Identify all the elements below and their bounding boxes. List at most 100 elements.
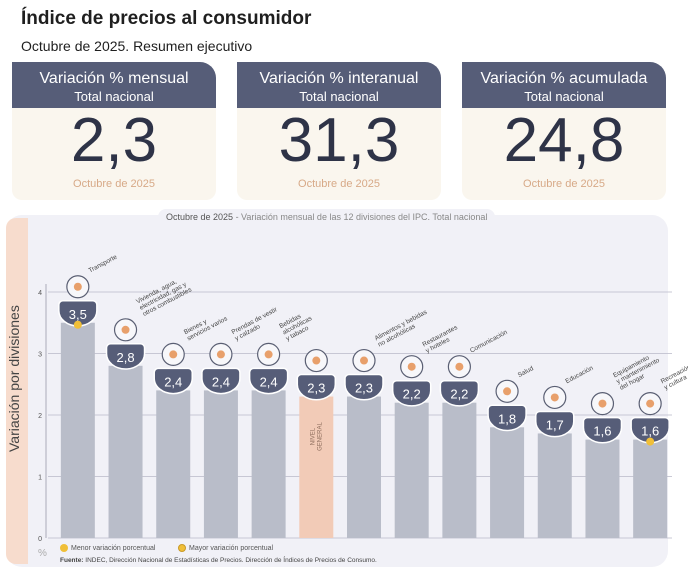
data-label: 2,2 — [450, 387, 468, 402]
category-label: Bebidasalcohólicasy tabaco — [278, 309, 317, 343]
page-subtitle: Octubre de 2025. Resumen ejecutivo — [21, 38, 253, 54]
y-axis-band — [6, 218, 28, 564]
bar-2 — [156, 390, 191, 538]
source-label: Fuente: — [60, 557, 84, 564]
card-interannual: Variación % interanual Total nacional 31… — [237, 62, 441, 200]
category-label: Prendas de vestiry calzado — [231, 306, 283, 342]
legend-dot-ring-icon — [178, 544, 186, 552]
category-label-line: Educación — [564, 365, 594, 386]
bar-6 — [347, 396, 381, 538]
source-text: INDEC, Dirección Nacional de Estadística… — [83, 557, 377, 564]
data-label: 2,3 — [307, 381, 325, 396]
value-badge — [487, 404, 527, 432]
basket-icon-accent — [312, 356, 321, 365]
chart-title: Octubre de 2025 - Variación mensual de l… — [158, 209, 496, 225]
value-badge — [105, 343, 146, 370]
card-body: 31,3 Octubre de 2025 — [237, 108, 441, 200]
value-badge — [153, 367, 193, 395]
card-subtitle: Total nacional — [299, 89, 379, 104]
extreme-dot — [646, 437, 655, 446]
category-label: Bienes yservicios varios — [183, 309, 229, 343]
category-label-line: Salud — [517, 365, 535, 379]
bar-9 — [490, 427, 525, 538]
card-title: Variación % acumulada — [480, 70, 648, 87]
card-header: Variación % mensual Total nacional — [12, 62, 216, 108]
legend-dot-icon — [60, 544, 68, 552]
y-tick-label: 2 — [38, 413, 42, 420]
category-label: Recreacióny cultura — [660, 364, 688, 392]
data-label: 1,6 — [593, 424, 611, 439]
source-note: Fuente: INDEC, Dirección Nacional de Est… — [60, 557, 377, 564]
chart-title-date: Octubre de 2025 — [166, 212, 234, 222]
phone-icon-accent — [455, 362, 464, 371]
data-label: 2,4 — [212, 374, 230, 389]
category-label: Restaurantesy hoteles — [421, 324, 462, 355]
card-header: Variación % acumulada Total nacional — [462, 62, 666, 108]
category-label: Vivienda, agua,electricidad, gas yotros … — [135, 274, 193, 318]
tshirt-icon-accent — [216, 350, 225, 359]
y-tick-label: 1 — [38, 475, 42, 482]
extreme-dot — [73, 320, 82, 329]
card-body: 2,3 Octubre de 2025 — [12, 108, 216, 200]
category-label-line: Comunicación — [469, 329, 509, 355]
card-date: Octubre de 2025 — [298, 178, 380, 190]
bar-3 — [203, 390, 238, 538]
card-header: Variación % interanual Total nacional — [237, 62, 441, 108]
value-badge — [344, 373, 384, 401]
value-badge — [582, 416, 623, 444]
category-label: NIVELGENERAL — [310, 422, 323, 451]
data-label: 3,5 — [69, 307, 87, 322]
bar-4 — [251, 390, 286, 538]
bar-0 — [60, 322, 95, 538]
card-title: Variación % interanual — [259, 70, 419, 87]
card-subtitle: Total nacional — [74, 89, 154, 104]
bar-10 — [537, 433, 572, 538]
bar-1 — [108, 365, 143, 538]
data-label: 2,4 — [164, 374, 182, 389]
legend-max-label: Mayor variación porcentual — [189, 544, 274, 552]
data-label: 2,4 — [260, 374, 278, 389]
bar-5 — [299, 396, 334, 538]
category-label: Transporte — [87, 254, 118, 275]
bar-8 — [442, 402, 477, 538]
appliance-icon-accent — [598, 399, 607, 408]
car-icon-accent — [73, 282, 82, 291]
card-date: Octubre de 2025 — [523, 178, 605, 190]
card-value: 2,3 — [70, 106, 158, 175]
value-badge — [201, 367, 241, 395]
page-title: Índice de precios al consumidor — [21, 8, 312, 29]
cutlery-icon-accent — [407, 362, 416, 371]
category-label-line: Transporte — [87, 254, 118, 275]
category-label: Salud — [517, 365, 535, 379]
card-accumulated: Variación % acumulada Total nacional 24,… — [462, 62, 666, 200]
category-label: Educación — [564, 365, 594, 386]
card-value: 31,3 — [278, 106, 400, 175]
card-subtitle: Total nacional — [524, 89, 604, 104]
value-badge — [248, 367, 289, 395]
y-tick-label: 3 — [38, 352, 42, 359]
legend-max: Mayor variación porcentual — [178, 544, 273, 552]
data-label: 2,8 — [116, 350, 134, 365]
value-badge — [391, 379, 432, 407]
scissors-icon-accent — [169, 350, 178, 359]
category-label: Comunicación — [469, 329, 509, 355]
first-aid-icon-accent — [503, 387, 512, 396]
card-body: 24,8 Octubre de 2025 — [462, 108, 666, 200]
category-label: Equipamientoy mantenimientodel hogar — [612, 351, 664, 392]
book-icon-accent — [550, 393, 559, 402]
card-value: 24,8 — [503, 106, 625, 175]
bar-12 — [633, 439, 668, 538]
bar-7 — [394, 402, 429, 538]
value-badge — [439, 379, 480, 407]
legend-min-label: Menor variación porcentual — [71, 544, 156, 552]
y-tick-label: 0 — [38, 536, 42, 543]
value-badge — [535, 410, 575, 438]
card-monthly: Variación % mensual Total nacional 2,3 O… — [12, 62, 216, 200]
lightbulb-icon-accent — [121, 325, 130, 334]
legend-min: Menor variación porcentual — [60, 544, 155, 552]
bar-11 — [585, 439, 620, 538]
category-label-line: NIVEL — [310, 427, 316, 445]
value-badge — [296, 373, 337, 401]
bottle-icon-accent — [264, 350, 273, 359]
